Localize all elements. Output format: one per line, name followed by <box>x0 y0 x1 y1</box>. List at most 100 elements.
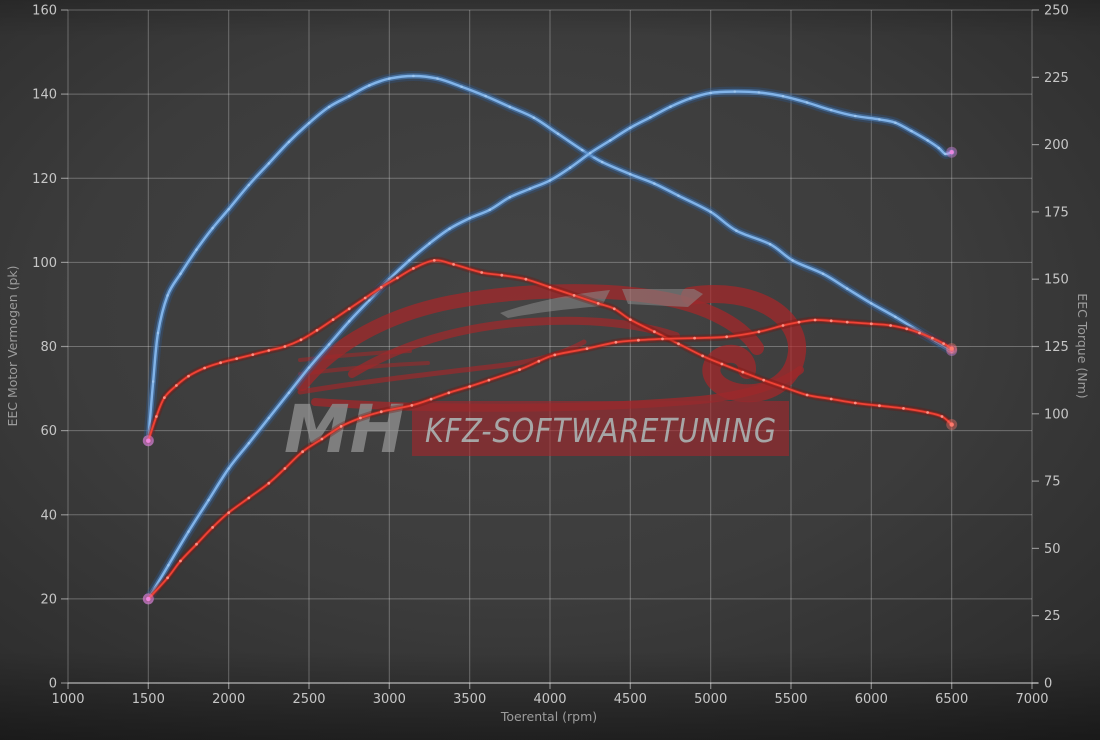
x-tick-label: 3000 <box>373 692 406 707</box>
left-tick-label: 80 <box>40 340 57 355</box>
data-point-power-tuned-blue <box>805 101 809 104</box>
data-point-power-tuned-blue <box>227 467 230 470</box>
data-point-power-stock-red <box>468 385 472 388</box>
left-tick-label: 100 <box>32 256 57 271</box>
data-point-power-tuned-blue <box>689 97 692 100</box>
data-point-torque-tuned-blue <box>166 294 169 297</box>
data-point-torque-stock-red <box>347 307 351 311</box>
right-tick-label: 0 <box>1044 677 1052 692</box>
data-point-torque-tuned-blue <box>460 85 463 88</box>
data-point-power-tuned-blue <box>267 416 271 420</box>
data-point-power-tuned-blue <box>448 227 451 230</box>
data-point-power-tuned-blue <box>733 90 737 93</box>
x-tick-label: 2000 <box>212 692 245 707</box>
data-point-torque-tuned-blue <box>247 183 251 187</box>
data-point-power-stock-red <box>931 336 934 340</box>
data-point-power-stock-red <box>179 559 182 563</box>
watermark-mh-text: MH <box>284 391 405 468</box>
data-point-power-stock-red <box>553 353 557 357</box>
data-point-torque-tuned-blue <box>151 380 155 383</box>
car-window-rear <box>622 289 703 307</box>
data-point-torque-stock-red <box>548 285 552 289</box>
data-point-torque-stock-red <box>155 415 158 418</box>
data-point-power-stock-red <box>410 404 414 407</box>
data-point-power-stock-red <box>166 576 170 580</box>
data-point-power-tuned-blue <box>568 166 572 169</box>
car-rear-swirl <box>681 285 807 403</box>
car-roofline <box>295 284 764 391</box>
left-axis-title: EEC Motor Vermogen (pk) <box>5 265 20 426</box>
data-point-torque-stock-red <box>781 385 785 389</box>
x-axis-title: Toerental (rpm) <box>500 709 597 724</box>
data-point-torque-stock-red <box>432 259 436 262</box>
data-point-torque-tuned-blue <box>845 287 849 290</box>
data-point-torque-stock-red <box>203 366 207 370</box>
right-tick-label: 75 <box>1044 475 1061 490</box>
data-point-torque-stock-red <box>396 276 399 280</box>
car-beltline <box>348 316 680 378</box>
data-point-torque-tuned-blue <box>484 94 488 98</box>
data-point-power-tuned-blue <box>468 216 472 220</box>
watermark: MH KFZ-SOFTWARETUNING <box>284 284 807 468</box>
data-point-power-tuned-blue <box>609 139 612 142</box>
data-point-power-tuned-blue <box>528 187 532 191</box>
data-point-power-tuned-blue <box>428 242 431 245</box>
data-point-power-stock-red <box>942 342 945 345</box>
left-tick-label: 0 <box>49 677 57 692</box>
data-point-power-tuned-blue <box>937 146 941 150</box>
right-tick-label: 150 <box>1044 273 1069 288</box>
data-point-power-tuned-blue <box>629 126 632 130</box>
data-point-torque-stock-red <box>853 401 857 405</box>
data-point-power-stock-red <box>301 450 304 454</box>
right-tick-label: 100 <box>1044 407 1069 422</box>
data-point-power-tuned-blue <box>508 195 512 199</box>
data-point-power-tuned-blue <box>247 441 251 445</box>
data-point-torque-tuned-blue <box>195 248 198 251</box>
right-tick-label: 50 <box>1044 542 1061 557</box>
data-point-torque-stock-red <box>480 271 484 274</box>
data-point-torque-tuned-blue <box>870 302 873 305</box>
end-marker-torque-stock-red <box>949 422 954 427</box>
car-accent-line-2 <box>298 361 430 376</box>
data-point-torque-tuned-blue <box>508 105 512 109</box>
data-point-torque-tuned-blue <box>211 226 214 230</box>
data-point-power-stock-red <box>889 324 892 327</box>
data-point-torque-stock-red <box>175 384 178 387</box>
data-point-torque-stock-red <box>720 362 724 366</box>
data-point-torque-stock-red <box>701 354 704 358</box>
x-tick-label: 3500 <box>453 692 486 707</box>
data-point-power-tuned-blue <box>307 366 311 369</box>
data-point-torque-tuned-blue <box>388 77 391 80</box>
data-point-power-stock-red <box>797 320 801 324</box>
end-marker-power-tuned-blue <box>949 150 954 155</box>
data-point-power-stock-red <box>869 322 873 326</box>
data-point-torque-tuned-blue <box>287 140 291 144</box>
data-point-torque-tuned-blue <box>821 272 825 276</box>
data-point-torque-stock-red <box>363 296 367 300</box>
data-point-power-tuned-blue <box>894 121 897 124</box>
data-point-power-tuned-blue <box>207 498 210 502</box>
data-point-power-tuned-blue <box>926 139 929 142</box>
data-point-torque-stock-red <box>331 318 335 321</box>
data-point-torque-tuned-blue <box>327 105 331 109</box>
data-point-torque-tuned-blue <box>412 74 415 78</box>
right-tick-label: 225 <box>1044 71 1069 86</box>
data-point-torque-tuned-blue <box>894 315 897 319</box>
data-point-torque-stock-red <box>653 330 656 334</box>
data-point-power-tuned-blue <box>709 91 712 95</box>
data-point-torque-tuned-blue <box>600 160 604 164</box>
data-point-power-stock-red <box>845 320 849 324</box>
data-point-power-stock-red <box>487 378 491 382</box>
data-point-power-stock-red <box>813 318 817 322</box>
data-point-torque-stock-red <box>762 378 766 382</box>
data-point-power-tuned-blue <box>187 530 190 533</box>
x-tick-label: 6000 <box>855 692 888 707</box>
data-point-power-tuned-blue <box>167 563 170 567</box>
data-series <box>142 71 958 605</box>
data-point-torque-stock-red <box>251 353 255 356</box>
start-marker-torque-stock-red <box>146 438 151 443</box>
data-point-torque-tuned-blue <box>307 121 311 125</box>
data-point-torque-tuned-blue <box>791 259 794 262</box>
